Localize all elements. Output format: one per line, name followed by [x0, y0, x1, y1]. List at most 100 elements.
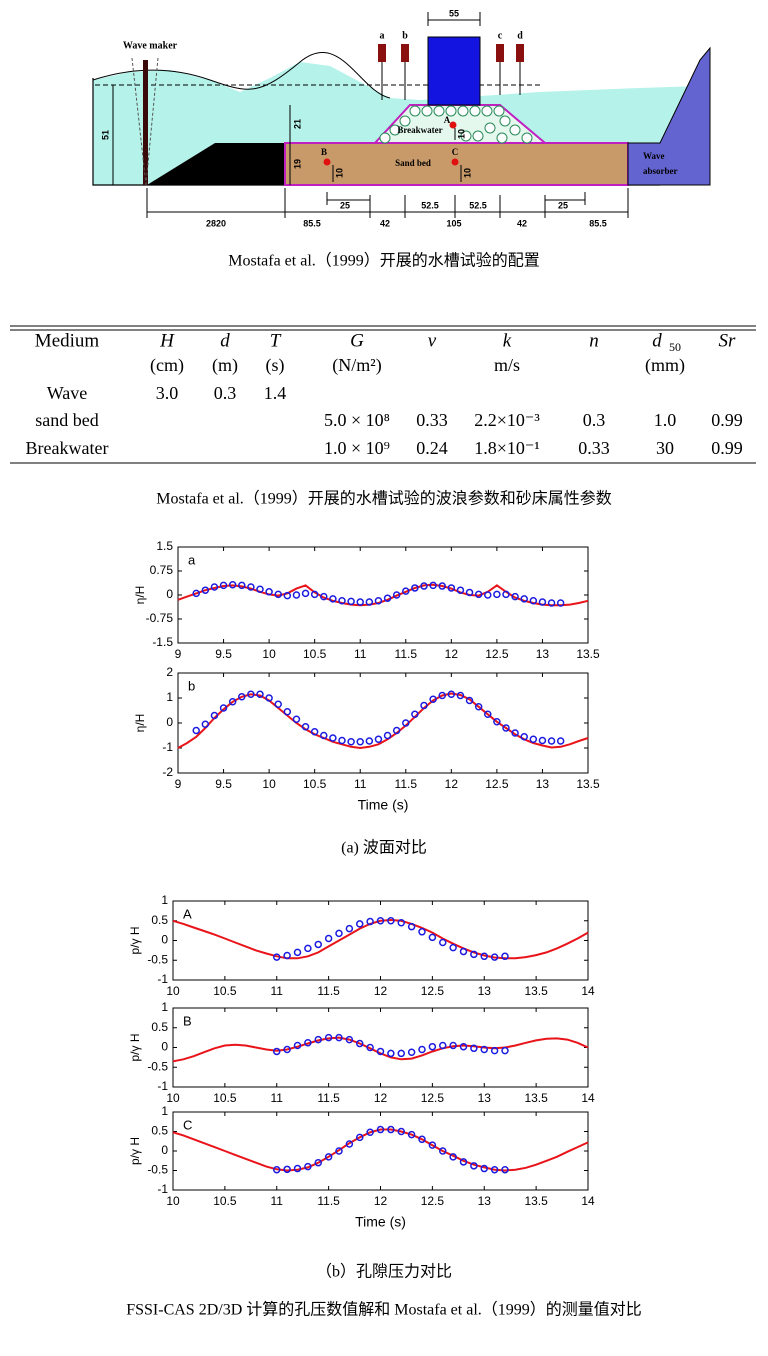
y-tick-label: -0.75	[146, 611, 174, 625]
y-tick-label: 0.5	[151, 913, 168, 927]
table-cell: Wave	[47, 383, 88, 403]
y-axis-label: p/γ H	[128, 1137, 142, 1165]
x-tick-label: 10.5	[213, 1194, 237, 1208]
table-cell: 1.8×10⁻¹	[474, 438, 540, 458]
measured-point	[273, 1047, 281, 1056]
x-tick-label: 11	[271, 1091, 284, 1105]
x-tick-label: 12	[374, 1194, 388, 1208]
x-tick-label: 10	[166, 1194, 180, 1208]
panel-label: a	[188, 552, 196, 567]
measured-point	[356, 1039, 364, 1048]
column-header: Sr	[719, 330, 737, 351]
measured-point	[392, 726, 401, 735]
column-header: d	[652, 330, 662, 351]
y-tick-label: 0	[166, 715, 173, 729]
measured-point	[228, 698, 237, 706]
wave-maker	[143, 60, 148, 185]
table-cell: 0.3	[583, 410, 606, 430]
table-caption: Mostafa et al.（1999）开展的水槽试验的波浪参数和砂床属性参数	[156, 490, 612, 508]
y-tick-label: 0	[166, 587, 173, 601]
measured-point	[529, 735, 538, 743]
dimension: 52.5	[421, 200, 439, 210]
column-header-subscript: 50	[669, 340, 681, 354]
table-cell: 0.33	[578, 438, 610, 458]
parameter-table: Medium H (cm) d (m) T (s) G (N/m²) ν k m/s n d 50(mm) S…	[10, 325, 756, 464]
measured-point	[293, 1041, 302, 1050]
measured-point	[310, 728, 319, 736]
model-line	[172, 1036, 589, 1063]
measured-point	[511, 729, 519, 737]
measured-point	[314, 1035, 322, 1044]
measured-point	[529, 597, 538, 605]
plot-frame	[172, 1111, 589, 1191]
figure-caption: Mostafa et al.（1999）开展的水槽试验的配置	[228, 252, 540, 270]
measured-point	[219, 704, 228, 712]
measured-point	[418, 928, 426, 936]
measured-point	[238, 693, 246, 701]
measured-point	[376, 917, 385, 925]
measured-point	[447, 690, 456, 698]
x-tick-label: 11.5	[317, 984, 340, 998]
plot-frame	[177, 546, 589, 644]
dimension: 85.5	[589, 218, 607, 228]
column-header: k	[503, 330, 512, 351]
x-tick-label: 14	[581, 984, 595, 998]
y-tick-label: 1	[161, 1000, 168, 1014]
measured-point	[397, 918, 405, 927]
label: Breakwater	[397, 125, 442, 135]
x-axis-label: Time (s)	[358, 797, 409, 813]
x-tick-label: 10	[262, 647, 276, 661]
sensor	[451, 158, 459, 166]
dimension: 2820	[206, 218, 226, 228]
measured-point	[490, 1165, 499, 1174]
measured-point	[397, 1049, 405, 1058]
measured-point	[387, 917, 395, 925]
wave-absorber	[627, 46, 711, 186]
measured-point	[438, 691, 446, 700]
measured-point	[247, 583, 255, 591]
label: c	[498, 30, 503, 41]
measured-point	[338, 597, 346, 605]
column-unit: (m)	[212, 355, 238, 376]
measured-point	[274, 590, 282, 599]
y-tick-label: -1	[162, 740, 173, 754]
measured-point	[501, 1165, 509, 1174]
chart: 9 9.5 10 10.5 11 11.5 12 12.5 13 13.5 -1.5 -0.75 0 0.…	[133, 539, 600, 661]
measured-point	[210, 711, 219, 720]
x-tick-label: 13.5	[524, 984, 548, 998]
x-axis-label: Time (s)	[355, 1214, 406, 1230]
measured-point	[459, 1042, 468, 1051]
measured-point	[273, 953, 281, 961]
wave-maker-stroke	[131, 57, 159, 186]
y-tick-label: 1.5	[156, 539, 173, 553]
dimension: 10	[334, 168, 344, 178]
model-line	[172, 1128, 589, 1172]
measured-point	[335, 929, 343, 938]
measured-point	[538, 736, 547, 745]
y-tick-label: -0.5	[147, 952, 168, 966]
measured-point	[320, 592, 328, 601]
label: absorber	[643, 166, 678, 176]
chart: 10 10.5 11 11.5 12 12.5 13 13.5 14 -1 -0.5 0 0.5 1 p/γ…	[128, 893, 595, 998]
measured-point	[429, 581, 437, 590]
x-tick-label: 13.5	[524, 1194, 548, 1208]
x-tick-label: 12.5	[421, 1091, 445, 1105]
measured-point	[456, 586, 465, 594]
dimension: 105	[446, 218, 461, 228]
x-tick-label: 12	[374, 1091, 388, 1105]
measured-point	[265, 588, 273, 596]
table-cell: 2.2×10⁻³	[474, 410, 540, 430]
measured-point	[520, 733, 528, 741]
x-tick-label: 12.5	[421, 984, 445, 998]
column-unit: m/s	[494, 355, 520, 375]
x-tick-label: 10.5	[213, 984, 237, 998]
y-axis-label: η/H	[133, 586, 147, 605]
label: B	[321, 147, 327, 157]
figure-caption: FSSI-CAS 2D/3D 计算的孔压数值解和 Mostafa et al.（…	[126, 1300, 642, 1319]
y-tick-label: 0	[161, 1040, 168, 1054]
measured-point	[420, 701, 428, 710]
measured-point	[465, 696, 474, 705]
measured-point	[392, 591, 401, 599]
dimension: 25	[558, 200, 568, 210]
measured-point	[310, 590, 319, 599]
